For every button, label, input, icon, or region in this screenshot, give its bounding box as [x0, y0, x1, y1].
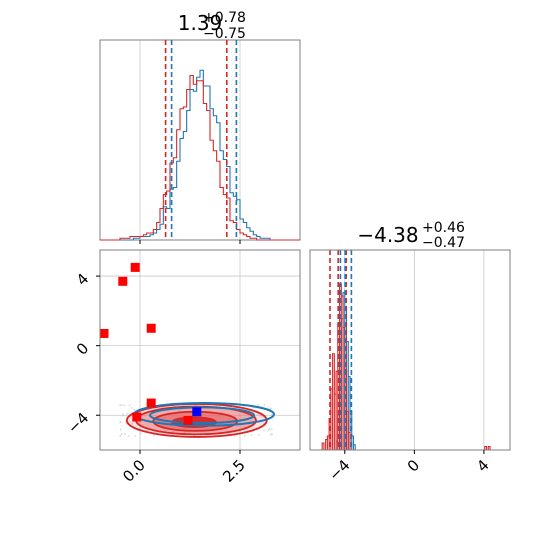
sample-point	[220, 411, 223, 414]
title-param1-sub: −0.75	[203, 26, 246, 42]
tick-label-x-2: 4	[473, 456, 492, 475]
marker-red-0	[99, 328, 109, 338]
marker-red-5	[132, 412, 142, 422]
sample-point	[130, 406, 133, 409]
sample-point	[120, 433, 123, 435]
sample-point	[269, 433, 272, 436]
sample-point	[131, 422, 134, 425]
sample-point	[127, 435, 130, 437]
panel-histogram-param2	[309, 249, 511, 454]
sample-point	[134, 435, 137, 437]
title-param2-sub: −0.47	[422, 235, 465, 251]
sample-point	[120, 404, 123, 407]
contour-blue-0	[149, 406, 255, 425]
sample-point	[268, 427, 271, 430]
sample-point	[124, 432, 127, 435]
axis-tick-labels: 0.0 2.5 −4 0 4 −4 0 4	[64, 270, 493, 486]
marker-red-1	[118, 276, 128, 286]
tick-label-x-1: 2.5	[219, 456, 249, 486]
sample-point	[122, 414, 125, 417]
histogram-blue	[100, 69, 300, 241]
sample-point	[271, 413, 273, 416]
sample-point	[133, 408, 136, 411]
sample-point	[258, 433, 261, 436]
marker-red-3	[146, 323, 156, 333]
tick-label-y-2: 4	[73, 270, 92, 289]
marker-blue-0	[192, 407, 202, 417]
tick-label-y-0: −4	[64, 409, 92, 437]
tick-label-x-1: 0	[404, 456, 423, 475]
sample-point	[126, 413, 129, 415]
title-param2-value: −4.38	[357, 223, 418, 247]
sample-point	[123, 404, 126, 407]
sample-point	[171, 430, 174, 433]
sample-point	[152, 434, 155, 437]
sample-point	[243, 435, 246, 437]
tick-label-y-1: 0	[73, 339, 92, 358]
title-param1-sup: +0.78	[203, 10, 246, 26]
sample-point	[119, 421, 122, 423]
title-param1: 1.39	[178, 11, 223, 35]
sample-point	[233, 434, 236, 437]
sample-point	[140, 432, 143, 435]
tick-label-x-0: −4	[325, 456, 353, 484]
title-param2: −4.38	[357, 223, 418, 247]
sample-point	[261, 415, 263, 417]
panel-frame	[99, 249, 301, 451]
sample-point	[250, 434, 253, 436]
tick-label-x-0: 0.0	[119, 456, 149, 486]
title-param1-value: 1.39	[178, 11, 223, 35]
sample-point	[257, 404, 259, 406]
panel-frame	[309, 249, 511, 451]
sample-point	[119, 428, 122, 431]
panel-histogram-param1	[99, 39, 301, 244]
sample-point	[128, 404, 131, 407]
marker-red-4	[146, 398, 156, 408]
sample-point	[270, 407, 272, 410]
sample-point	[271, 433, 273, 436]
sample-point	[270, 428, 273, 431]
histogram-red	[100, 74, 300, 241]
sample-point	[263, 429, 265, 432]
panel-contour-2d	[96, 249, 301, 454]
sample-point	[119, 435, 122, 437]
title-param2-sup: +0.46	[422, 220, 465, 236]
sample-point	[119, 404, 122, 407]
histogram-red	[310, 283, 510, 451]
marker-red-6	[183, 415, 193, 425]
marker-red-2	[130, 262, 140, 272]
sample-point	[188, 431, 191, 434]
sample-point	[263, 404, 266, 406]
panel-frame	[99, 39, 301, 241]
